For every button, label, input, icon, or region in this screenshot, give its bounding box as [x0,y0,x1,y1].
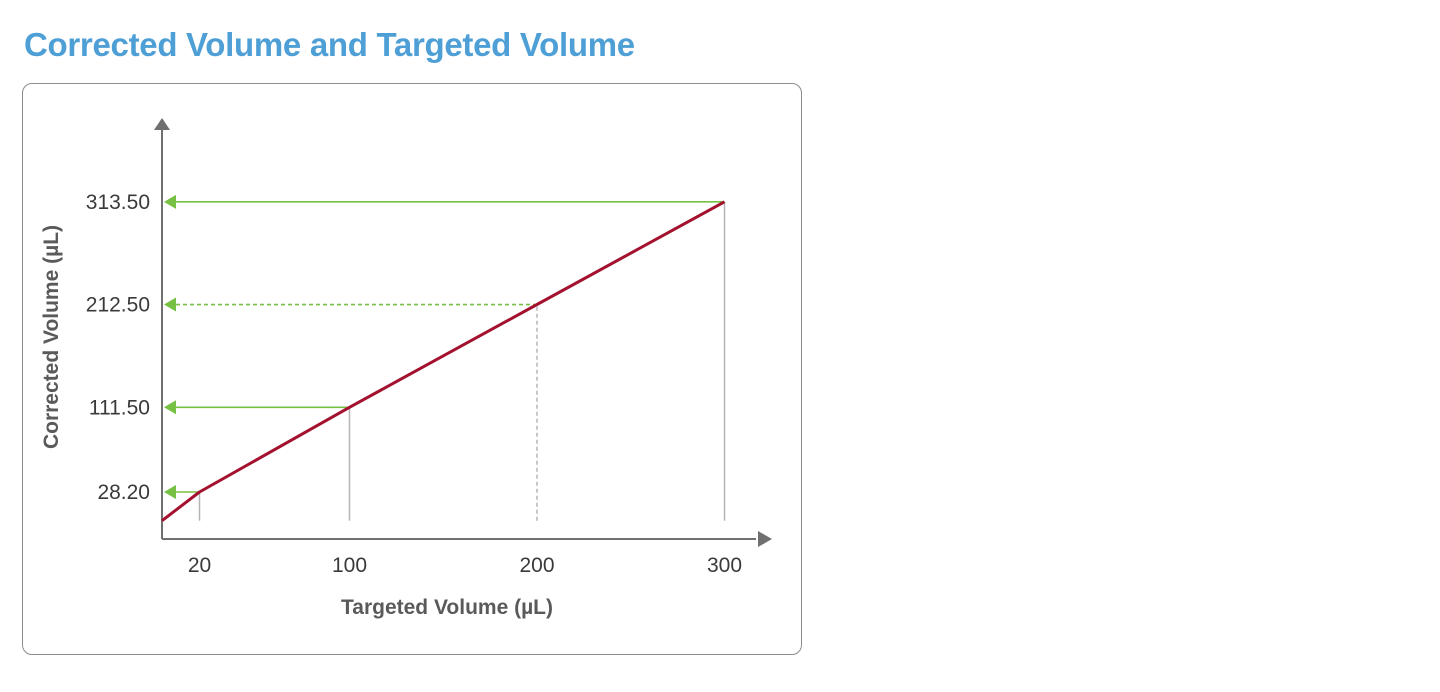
x-axis-title: Targeted Volume (µL) [341,596,553,619]
series-line-0 [161,200,726,522]
axes [154,118,772,547]
arrow-head-212.5 [164,297,176,312]
tick-labels: 20 100 200 300 28.20 111.50 212.50 313.50 [86,191,742,577]
y-tick-label-111.50: 111.50 [89,396,150,419]
arrow-head-313.5 [164,194,176,209]
y-axis-arrow [154,118,170,130]
x-tick-label-200: 200 [519,554,554,577]
y-axis-title: Corrected Volume (µL) [40,225,63,449]
chart-frame [22,83,802,655]
x-axis-arrow [758,531,772,547]
arrow-head-28.2 [164,485,176,500]
y-tick-label-28.20: 28.20 [97,481,150,504]
page-title: Corrected Volume and Targeted Volume [24,26,635,63]
arrow-head-111.5 [164,400,176,415]
guide-lines [164,194,726,521]
x-tick-label-20: 20 [188,554,211,577]
y-tick-label-313.50: 313.50 [86,191,150,214]
series-layer [161,200,726,522]
y-tick-label-212.50: 212.50 [86,294,150,317]
x-tick-label-100: 100 [332,554,367,577]
x-tick-label-300: 300 [707,554,742,577]
